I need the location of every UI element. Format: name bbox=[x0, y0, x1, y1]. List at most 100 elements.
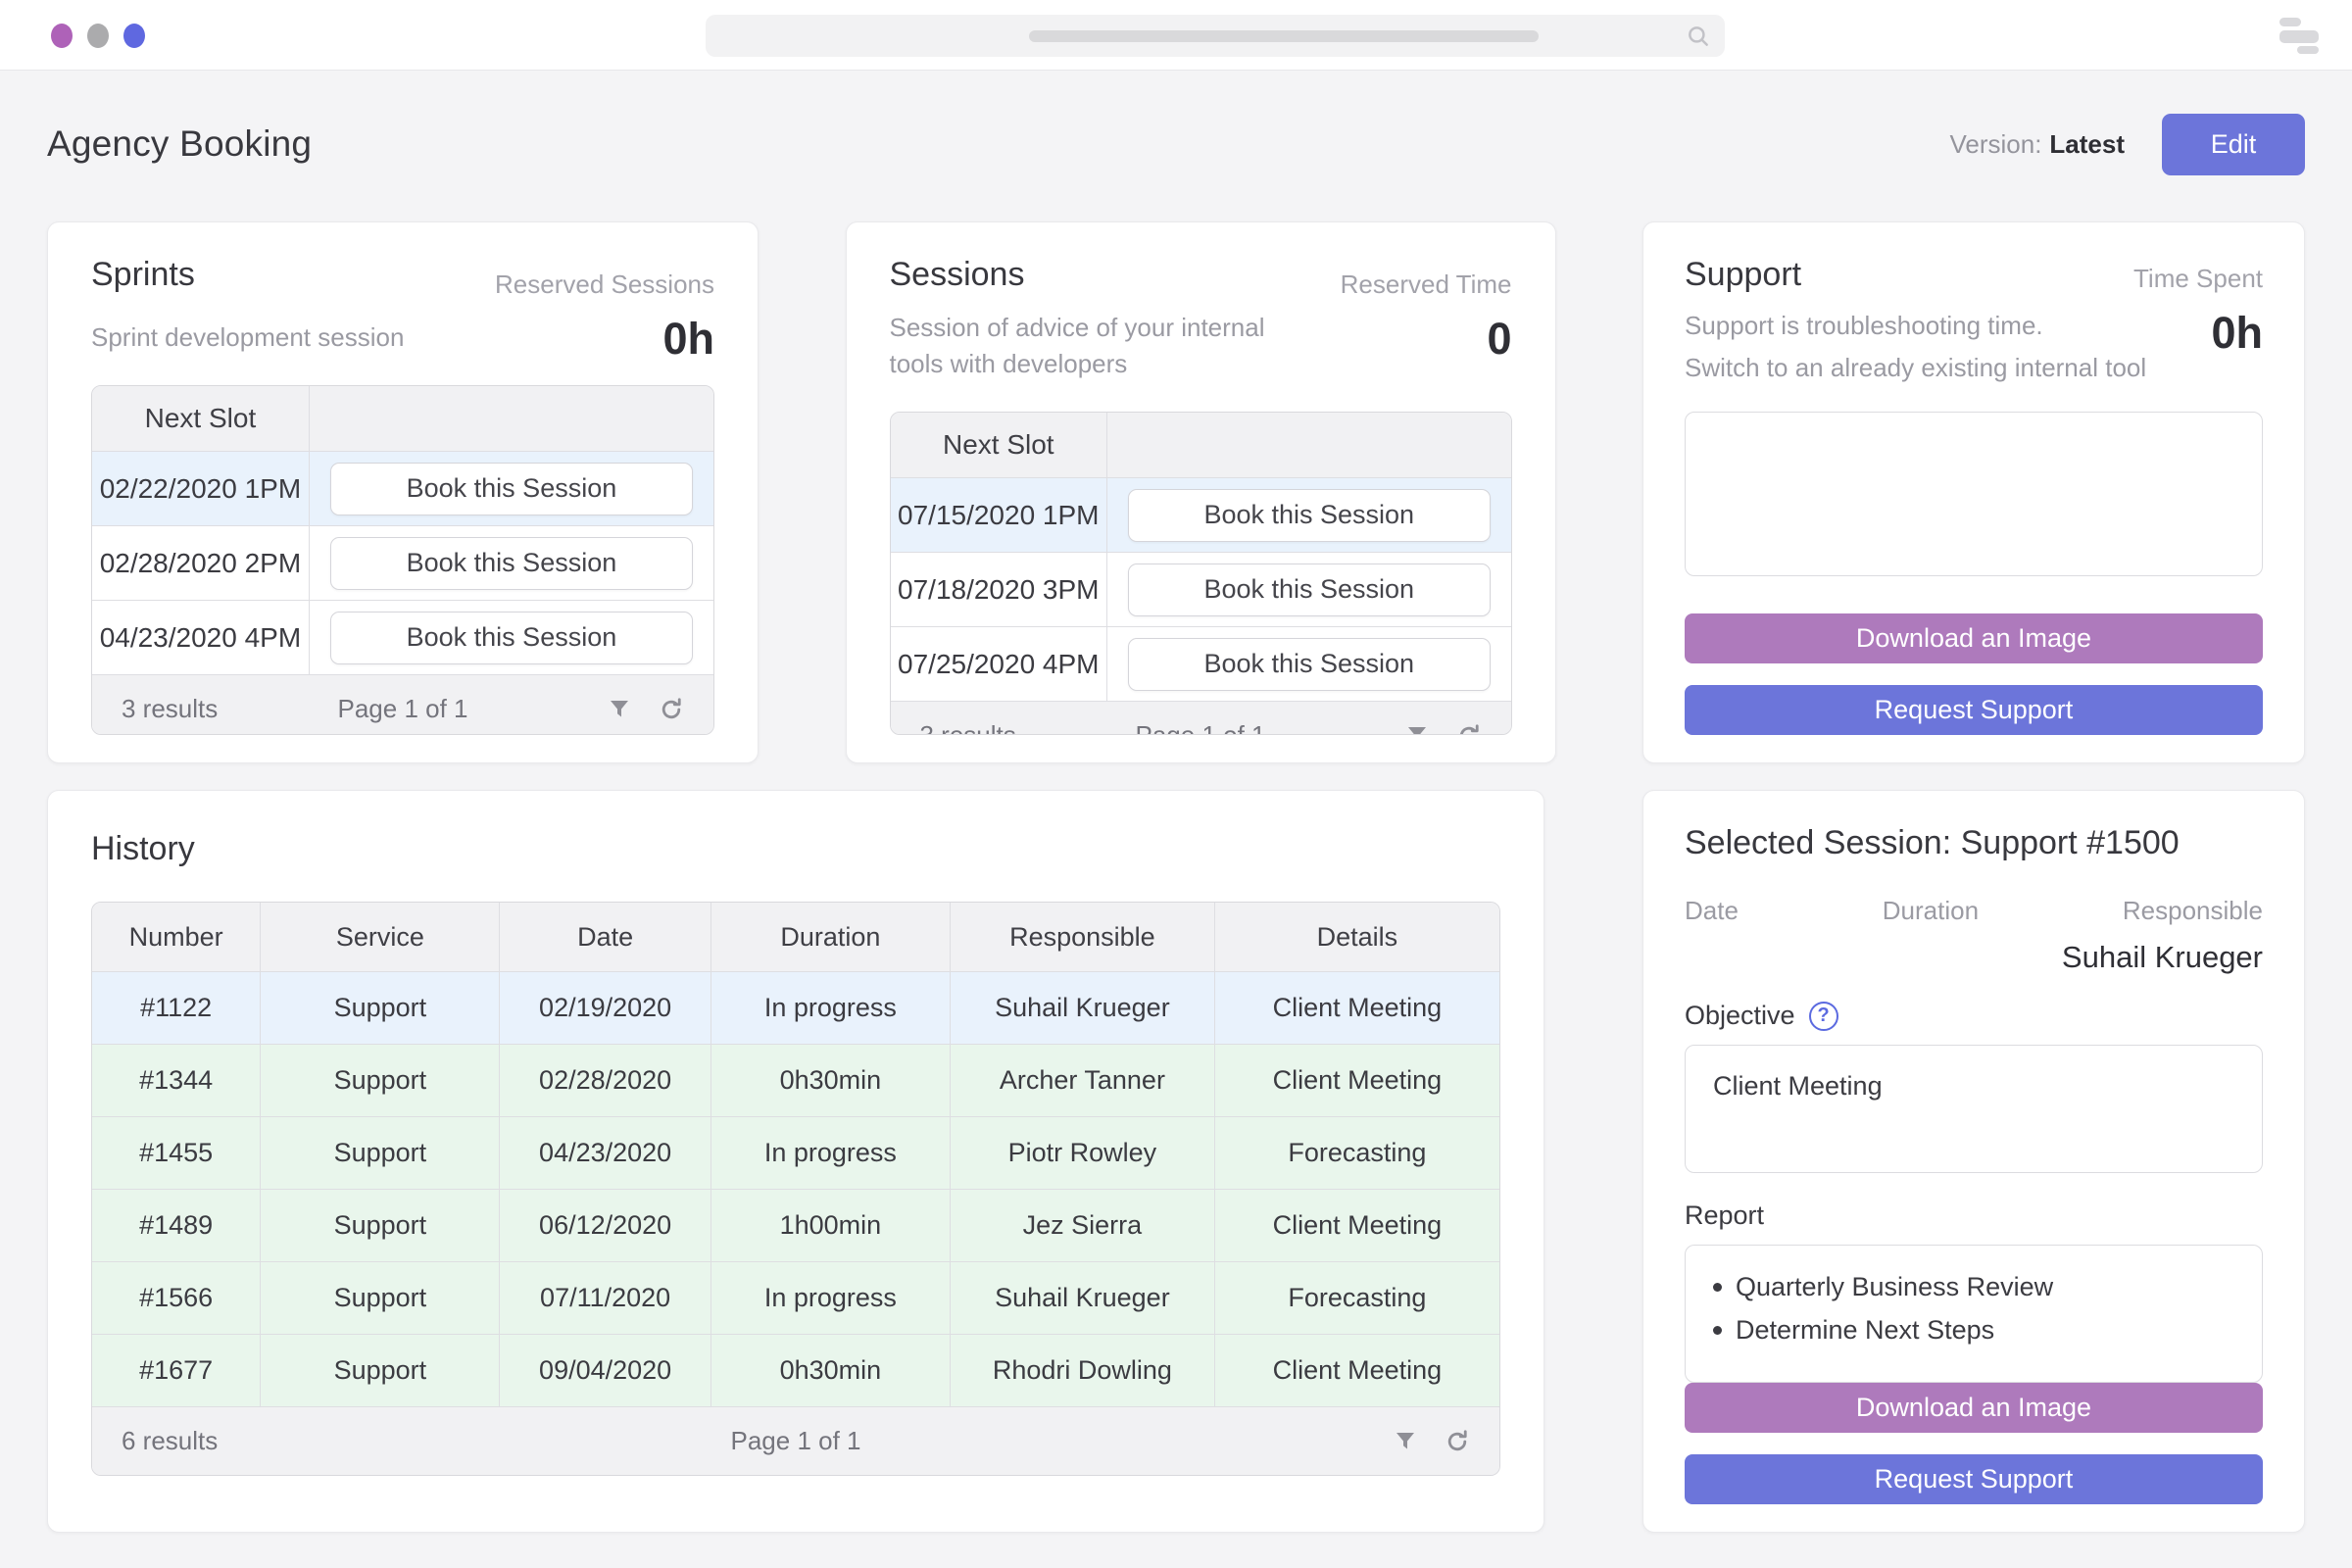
search-input[interactable] bbox=[706, 15, 1725, 57]
history-row[interactable]: #1344 Support 02/28/2020 0h30min Archer … bbox=[92, 1044, 1499, 1116]
menu-bar bbox=[2279, 30, 2319, 43]
support-title: Support bbox=[1685, 256, 1802, 293]
history-row[interactable]: #1122 Support 02/19/2020 In progress Suh… bbox=[92, 971, 1499, 1044]
history-table: Number Service Date Duration Responsible… bbox=[91, 902, 1500, 1476]
time-spent-value: 0h bbox=[2211, 308, 2263, 358]
download-image-button[interactable]: Download an Image bbox=[1685, 1383, 2263, 1433]
cell-duration: 0h30min bbox=[711, 1335, 951, 1406]
column-header-duration: Duration bbox=[711, 903, 951, 971]
edit-button[interactable]: Edit bbox=[2162, 113, 2305, 175]
table-header-row: Number Service Date Duration Responsible… bbox=[92, 903, 1499, 971]
reserved-time-label: Reserved Time bbox=[1340, 270, 1512, 299]
refresh-icon[interactable] bbox=[1445, 1429, 1470, 1454]
cell-date: 07/11/2020 bbox=[500, 1262, 711, 1334]
sprints-subtitle: Sprint development session bbox=[91, 322, 405, 352]
cell-details: Client Meeting bbox=[1272, 1355, 1443, 1385]
book-session-button[interactable]: Book this Session bbox=[329, 462, 694, 515]
meta-label-date: Date bbox=[1685, 896, 1739, 925]
cell-service: Support bbox=[261, 1117, 501, 1189]
cell-number: #1455 bbox=[92, 1117, 262, 1189]
cell-details: Client Meeting bbox=[1272, 1065, 1443, 1095]
version-line: Version: Latest bbox=[1949, 129, 2125, 160]
filter-icon[interactable] bbox=[1394, 1430, 1417, 1453]
window-dot-purple[interactable] bbox=[51, 24, 73, 48]
request-support-button[interactable]: Request Support bbox=[1685, 685, 2263, 735]
window-dot-indigo[interactable] bbox=[123, 24, 145, 48]
cell-date: 06/12/2020 bbox=[500, 1190, 711, 1261]
slot-datetime: 07/18/2020 3PM bbox=[891, 553, 1108, 626]
filter-icon[interactable] bbox=[608, 698, 631, 721]
support-preview-box bbox=[1685, 412, 2263, 576]
help-icon[interactable]: ? bbox=[1808, 1001, 1838, 1031]
responsible-value: Suhail Krueger bbox=[2061, 940, 2263, 974]
results-count: 6 results bbox=[122, 1426, 219, 1455]
book-session-button[interactable]: Book this Session bbox=[1127, 563, 1491, 616]
cell-duration: In progress bbox=[711, 972, 951, 1044]
sprints-card: Sprints Sprint development session Reser… bbox=[47, 221, 759, 763]
slot-row[interactable]: 02/28/2020 2PM Book this Session bbox=[92, 525, 713, 600]
request-support-button[interactable]: Request Support bbox=[1685, 1454, 2263, 1504]
cell-duration: 1h00min bbox=[711, 1190, 951, 1261]
history-card: History Number Service Date Duration Res… bbox=[47, 790, 1544, 1533]
column-header-responsible: Responsible bbox=[951, 903, 1215, 971]
book-session-button[interactable]: Book this Session bbox=[1127, 637, 1491, 691]
table-footer: 3 results Page 1 of 1 bbox=[92, 674, 713, 734]
meta-label-duration: Duration bbox=[1882, 896, 1980, 925]
cell-date: 04/23/2020 bbox=[500, 1117, 711, 1189]
window-menu-icon[interactable] bbox=[2279, 17, 2319, 54]
slot-row[interactable]: 04/23/2020 4PM Book this Session bbox=[92, 600, 713, 674]
slot-datetime: 07/15/2020 1PM bbox=[891, 478, 1108, 552]
sessions-card: Sessions Session of advice of your inter… bbox=[845, 221, 1556, 763]
sessions-slots-table: Next Slot 07/15/2020 1PM Book this Sessi… bbox=[889, 412, 1512, 736]
column-header-date: Date bbox=[500, 903, 711, 971]
history-row[interactable]: #1566 Support 07/11/2020 In progress Suh… bbox=[92, 1261, 1499, 1334]
results-count: 3 results bbox=[122, 694, 219, 723]
download-image-button[interactable]: Download an Image bbox=[1685, 613, 2263, 663]
selected-session-card: Selected Session: Support #1500 Date Dur… bbox=[1642, 790, 2305, 1533]
cell-service: Support bbox=[261, 1190, 501, 1261]
column-header-number: Number bbox=[92, 903, 262, 971]
cell-duration: 0h30min bbox=[711, 1045, 951, 1116]
book-session-button[interactable]: Book this Session bbox=[329, 536, 694, 590]
slot-datetime: 07/25/2020 4PM bbox=[891, 627, 1108, 701]
slot-datetime: 02/22/2020 1PM bbox=[92, 452, 310, 525]
cell-service: Support bbox=[261, 1262, 501, 1334]
refresh-icon[interactable] bbox=[1456, 723, 1482, 736]
history-row[interactable]: #1489 Support 06/12/2020 1h00min Jez Sie… bbox=[92, 1189, 1499, 1261]
page-indicator: Page 1 of 1 bbox=[1135, 720, 1266, 735]
book-session-button[interactable]: Book this Session bbox=[329, 611, 694, 664]
history-row[interactable]: #1677 Support 09/04/2020 0h30min Rhodri … bbox=[92, 1334, 1499, 1406]
report-item: Quarterly Business Review bbox=[1713, 1265, 2234, 1308]
objective-input[interactable]: Client Meeting bbox=[1685, 1045, 2263, 1174]
menu-bar bbox=[2279, 18, 2301, 26]
slot-row[interactable]: 07/25/2020 4PM Book this Session bbox=[890, 626, 1511, 701]
book-session-button[interactable]: Book this Session bbox=[1127, 488, 1491, 542]
window-topbar bbox=[0, 0, 2352, 71]
sessions-subtitle: Session of advice of your internal tools… bbox=[889, 313, 1265, 378]
window-dot-gray[interactable] bbox=[87, 24, 109, 48]
slot-row[interactable]: 07/15/2020 1PM Book this Session bbox=[890, 477, 1511, 552]
report-box: Quarterly Business Review Determine Next… bbox=[1685, 1245, 2263, 1383]
column-header-service: Service bbox=[261, 903, 501, 971]
history-title: History bbox=[91, 830, 195, 867]
cell-service: Support bbox=[261, 1335, 501, 1406]
refresh-icon[interactable] bbox=[659, 697, 684, 722]
slot-row[interactable]: 02/22/2020 1PM Book this Session bbox=[92, 451, 713, 525]
column-header-details: Details bbox=[1316, 921, 1398, 952]
filter-icon[interactable] bbox=[1405, 724, 1429, 736]
meta-label-responsible: Responsible bbox=[2122, 896, 2263, 925]
column-header-next-slot: Next Slot bbox=[92, 386, 310, 451]
results-count: 3 results bbox=[919, 720, 1016, 735]
history-row[interactable]: #1455 Support 04/23/2020 In progress Pio… bbox=[92, 1116, 1499, 1189]
support-card: Support Support is troubleshooting time.… bbox=[1642, 221, 2305, 763]
slot-row[interactable]: 07/18/2020 3PM Book this Session bbox=[890, 552, 1511, 626]
cell-responsible: Rhodri Dowling bbox=[951, 1335, 1215, 1406]
cell-service: Support bbox=[261, 1045, 501, 1116]
version-label: Version: bbox=[1949, 128, 2042, 159]
menu-bar bbox=[2297, 46, 2319, 54]
report-label: Report bbox=[1685, 1200, 1765, 1231]
cell-responsible: Piotr Rowley bbox=[951, 1117, 1215, 1189]
cell-date: 02/28/2020 bbox=[500, 1045, 711, 1116]
time-spent-label: Time Spent bbox=[2133, 264, 2263, 293]
cell-date: 02/19/2020 bbox=[500, 972, 711, 1044]
